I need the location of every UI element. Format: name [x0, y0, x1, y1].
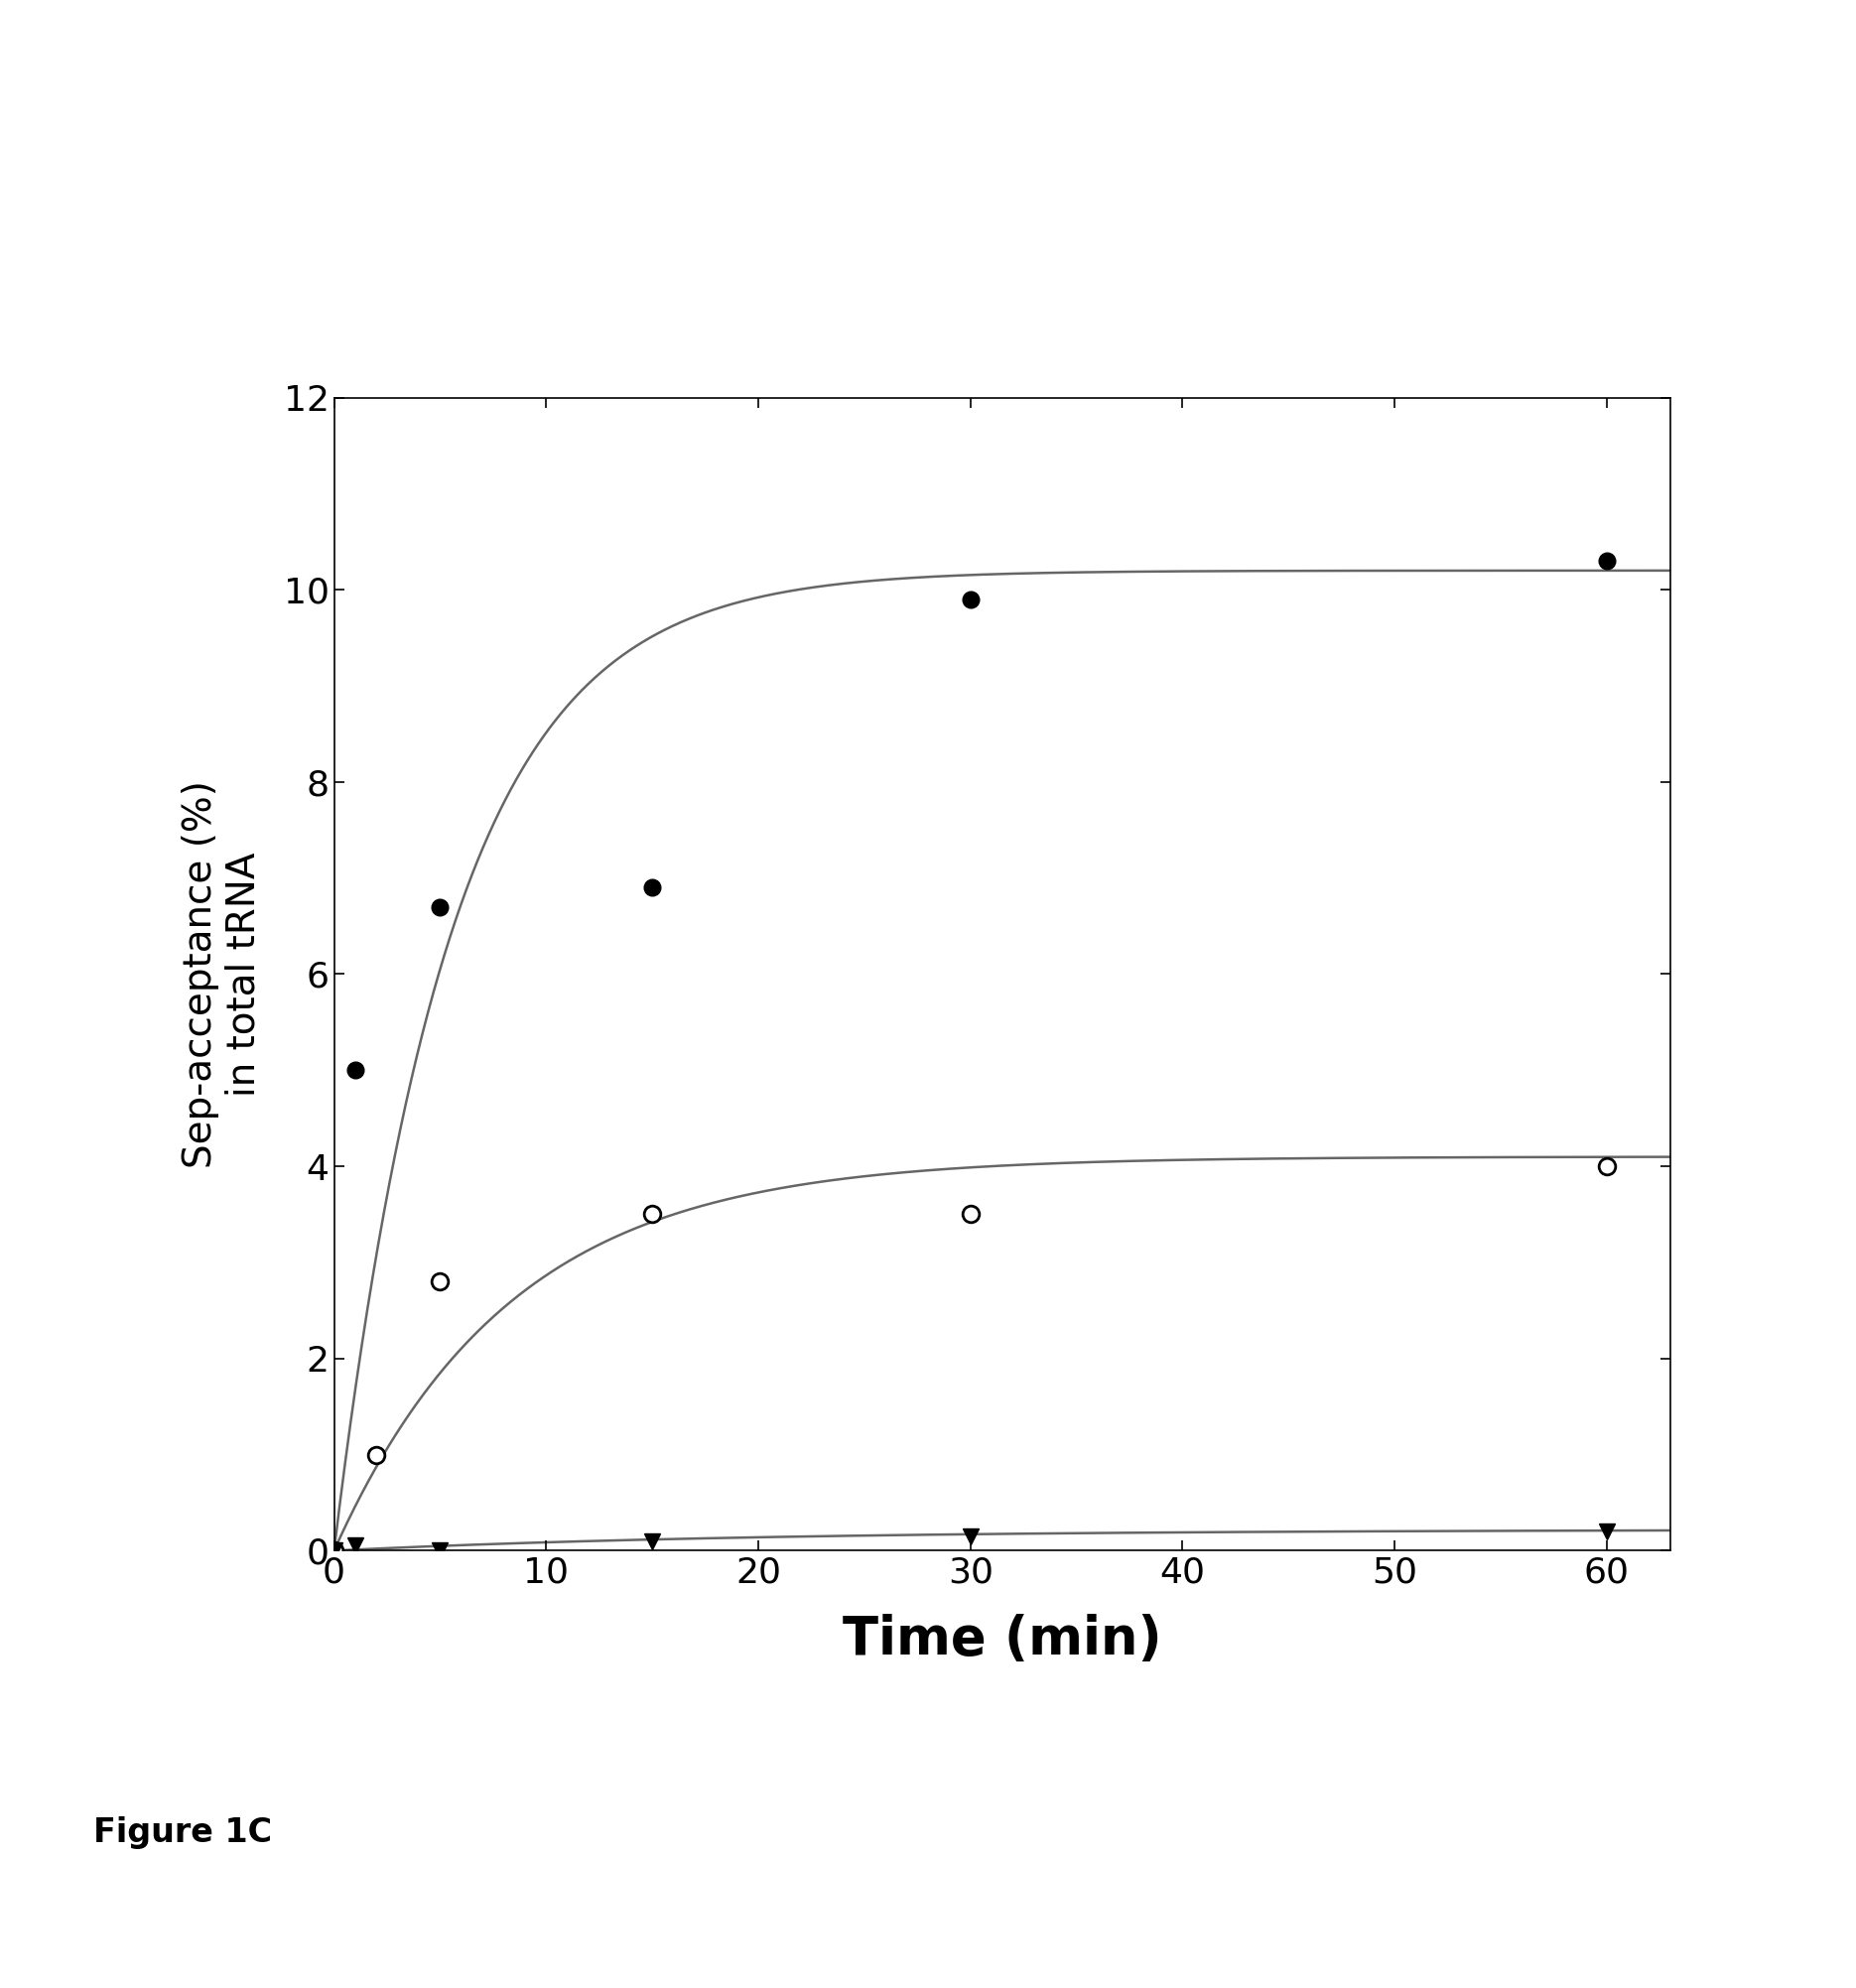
Y-axis label: Sep-acceptance (%)
in total tRNA: Sep-acceptance (%) in total tRNA: [182, 779, 264, 1169]
Text: Figure 1C: Figure 1C: [93, 1817, 271, 1849]
X-axis label: Time (min): Time (min): [843, 1614, 1162, 1666]
